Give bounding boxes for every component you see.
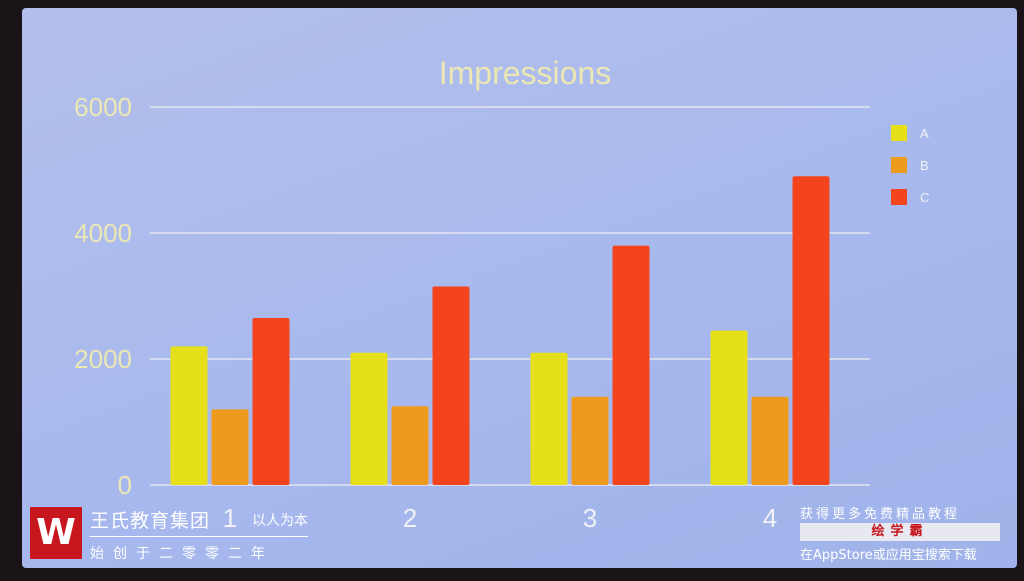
- watermark-divider: [90, 536, 308, 537]
- bar-a-2: [350, 352, 388, 485]
- bar-a-3: [530, 352, 568, 485]
- bar-b-2: [391, 406, 429, 485]
- y-tick-label: 0: [118, 470, 132, 500]
- x-tick-label: 2: [403, 503, 417, 533]
- y-tick-label: 6000: [74, 92, 132, 122]
- x-tick-label: 4: [763, 503, 777, 533]
- x-tick-label: 3: [583, 503, 597, 533]
- bar-c-4: [792, 176, 830, 486]
- bar-c-1: [252, 318, 290, 485]
- legend-label: B: [920, 158, 929, 173]
- watermark-org-name: 王氏教育集团: [90, 510, 211, 532]
- legend-label: A: [920, 126, 929, 141]
- legend-swatch-b: [891, 157, 907, 173]
- watermark-motto: 以人为本: [252, 513, 308, 529]
- x-tick-label: 1: [223, 503, 237, 533]
- y-tick-label: 2000: [74, 344, 132, 374]
- bar-a-4: [710, 330, 748, 485]
- bar-c-2: [432, 286, 470, 485]
- legend-swatch-a: [891, 125, 907, 141]
- watermark-promo-download: 在AppStore或应用宝搜索下载: [800, 548, 977, 563]
- bar-b-1: [211, 409, 249, 485]
- watermark-promo-line: 获得更多免费精品教程: [800, 507, 961, 522]
- bar-c-3: [612, 245, 650, 485]
- watermark-logo: W: [30, 507, 82, 559]
- y-tick-label: 4000: [74, 218, 132, 248]
- chart-title: Impressions: [439, 55, 612, 91]
- bar-b-4: [751, 396, 789, 485]
- legend-label: C: [920, 190, 929, 205]
- bar-a-1: [170, 346, 208, 485]
- bar-b-3: [571, 396, 609, 485]
- watermark-promo-brand: 绘学霸: [800, 523, 1000, 541]
- legend-swatch-c: [891, 189, 907, 205]
- watermark-since: 始创于二零零二年: [90, 546, 274, 562]
